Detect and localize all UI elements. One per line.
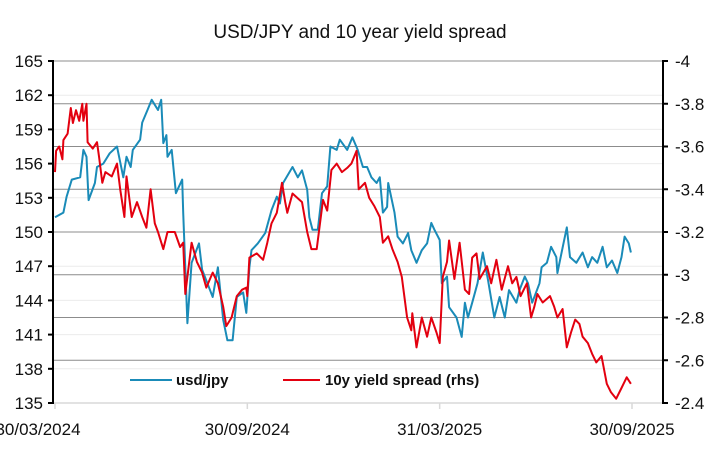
- left-tick-label: 165: [15, 52, 43, 71]
- right-axis-ticks: -2.4 -2.6 -2.8 -3 -3.2 -3.4 -3.6 -3.8 -4: [663, 52, 704, 413]
- right-tick-label: -4: [675, 52, 690, 71]
- left-tick-label: 147: [15, 257, 43, 276]
- left-tick-label: 150: [15, 223, 43, 242]
- chart-title: USD/JPY and 10 year yield spread: [213, 22, 506, 43]
- right-tick-label: -2.8: [675, 309, 704, 328]
- yield-spread-line: [54, 102, 632, 400]
- x-axis-ticks: 30/03/2024 30/09/2024 31/03/2025 30/09/2025: [0, 403, 675, 439]
- x-tick-label: 30/03/2024: [0, 420, 81, 439]
- left-tick-label: 156: [15, 155, 43, 174]
- left-tick-label: 138: [15, 360, 43, 379]
- gridlines: [53, 60, 663, 404]
- left-tick-label: 141: [15, 326, 43, 345]
- left-tick-label: 144: [15, 291, 43, 310]
- legend: usd/jpy 10y yield spread (rhs): [130, 372, 479, 389]
- x-tick-label: 31/03/2025: [397, 420, 482, 439]
- x-tick-label: 30/09/2024: [205, 420, 290, 439]
- right-tick-label: -3.8: [675, 95, 704, 114]
- legend-label-spread: 10y yield spread (rhs): [325, 372, 479, 389]
- legend-label-usdjpy: usd/jpy: [176, 372, 229, 389]
- x-tick-label: 30/09/2025: [589, 420, 674, 439]
- right-tick-label: -2.4: [675, 394, 704, 413]
- right-tick-label: -3.4: [675, 180, 704, 199]
- left-tick-label: 159: [15, 120, 43, 139]
- right-tick-label: -3.2: [675, 223, 704, 242]
- left-tick-label: 135: [15, 394, 43, 413]
- left-tick-label: 162: [15, 86, 43, 105]
- right-tick-label: -2.6: [675, 351, 704, 370]
- left-axis-ticks: 135 138 141 144 147 150 153 156 159 162 165: [15, 52, 53, 413]
- usdjpy-line: [54, 98, 632, 342]
- series-lines: [54, 98, 632, 400]
- right-tick-label: -3: [675, 266, 690, 285]
- right-tick-label: -3.6: [675, 138, 704, 157]
- left-tick-label: 153: [15, 189, 43, 208]
